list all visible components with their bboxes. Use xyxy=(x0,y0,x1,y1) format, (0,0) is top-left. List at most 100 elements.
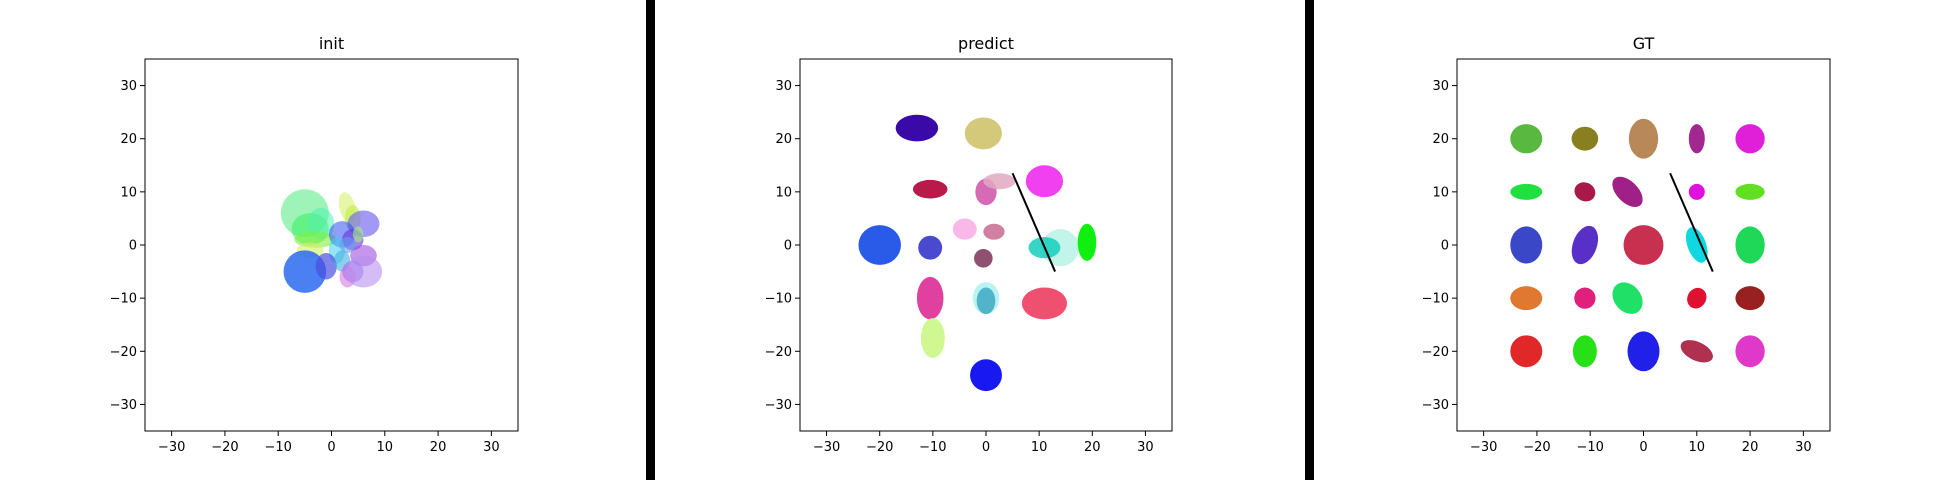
x-tick-label: 20 xyxy=(1084,440,1101,455)
y-tick-label: −10 xyxy=(1422,292,1449,307)
ellipse-mark-6 xyxy=(1574,182,1596,202)
y-tick-label: −30 xyxy=(765,398,792,413)
y-tick-label: 30 xyxy=(120,79,137,94)
y-tick-label: 0 xyxy=(1441,239,1449,254)
x-tick-label: 10 xyxy=(1031,440,1048,455)
ellipse-mark-2 xyxy=(912,179,948,199)
ellipse-mark-8 xyxy=(952,218,977,240)
chart-title: GT xyxy=(1633,34,1655,53)
ellipse-mark-14 xyxy=(1735,226,1765,264)
y-tick-label: 0 xyxy=(129,239,137,254)
y-tick-label: 10 xyxy=(775,185,792,200)
marks-group xyxy=(280,189,383,293)
panel-gt: −30 −20 −10 0 10 20 30 −30 −20 −10 0 10 20 30 GT xyxy=(1422,34,1831,455)
line-segment xyxy=(1011,172,1057,272)
x-tick-label: 0 xyxy=(982,440,990,455)
ellipse-mark-18 xyxy=(1687,287,1707,309)
ellipse-mark-13 xyxy=(315,252,337,280)
ellipse-mark-5 xyxy=(1025,165,1064,198)
x-tick-label: −30 xyxy=(813,440,840,455)
ellipse-mark-0 xyxy=(895,114,939,142)
ellipse-mark-3 xyxy=(1688,124,1705,154)
x-tick-label: −10 xyxy=(264,440,291,455)
x-tick-label: 10 xyxy=(377,440,394,455)
y-tick-label: −20 xyxy=(765,345,792,360)
y-tick-label: 20 xyxy=(120,132,137,147)
ellipse-mark-10 xyxy=(974,248,993,268)
y-tick-label: 10 xyxy=(120,185,137,200)
x-tick-label: −20 xyxy=(1523,440,1550,455)
panel-init: −30 −20 −10 0 10 20 30 −30 −20 −10 0 10 20 30 init xyxy=(110,34,519,455)
ellipse-mark-20 xyxy=(1510,335,1543,368)
y-tick-label: −10 xyxy=(110,292,137,307)
ellipse-mark-7 xyxy=(918,235,943,260)
y-tick-label: 10 xyxy=(1432,185,1449,200)
ellipse-mark-4 xyxy=(983,173,1016,190)
ellipse-mark-18 xyxy=(339,237,356,253)
ellipse-mark-9 xyxy=(983,223,1005,240)
x-tick-label: 0 xyxy=(1639,440,1647,455)
marks-group xyxy=(1510,118,1765,372)
ellipse-mark-9 xyxy=(1735,183,1765,200)
ellipse-mark-4 xyxy=(1735,124,1765,154)
ellipse-mark-16 xyxy=(1574,287,1596,309)
panel-predict: −30 −20 −10 0 10 20 30 −30 −20 −10 0 10 20 30 predict xyxy=(765,34,1173,455)
x-tick-label: 20 xyxy=(1742,440,1759,455)
ellipse-mark-13 xyxy=(1685,227,1708,263)
x-tick-label: −20 xyxy=(866,440,893,455)
y-tick-label: 20 xyxy=(1432,132,1449,147)
line-segment xyxy=(1669,172,1714,272)
chart-title: init xyxy=(319,34,344,53)
x-tick-label: 0 xyxy=(327,440,335,455)
ellipse-mark-21 xyxy=(1572,335,1597,368)
ellipse-mark-17 xyxy=(344,255,383,288)
x-tick-label: 20 xyxy=(430,440,447,455)
x-tick-label: 30 xyxy=(483,440,500,455)
ellipse-mark-19 xyxy=(970,359,1002,392)
x-tick-label: −30 xyxy=(158,440,185,455)
ellipse-mark-1 xyxy=(964,117,1002,150)
panel-divider-right xyxy=(1305,0,1314,480)
y-tick-label: 0 xyxy=(784,239,792,254)
x-tick-label: −30 xyxy=(1470,440,1497,455)
ellipse-mark-8 xyxy=(1688,183,1705,200)
ellipse-mark-18 xyxy=(920,318,945,358)
y-tick-label: −10 xyxy=(765,292,792,307)
ellipse-mark-1 xyxy=(1571,126,1599,151)
ellipse-mark-4 xyxy=(307,207,335,240)
chart-title: predict xyxy=(958,34,1014,53)
ellipse-mark-23 xyxy=(1680,340,1713,363)
y-tick-label: −20 xyxy=(1422,345,1449,360)
ellipse-mark-14 xyxy=(916,276,944,320)
ellipse-mark-11 xyxy=(1571,225,1599,265)
y-tick-label: −30 xyxy=(110,398,137,413)
ellipse-mark-13 xyxy=(1077,223,1097,261)
ellipse-mark-19 xyxy=(352,226,364,243)
ellipse-mark-17 xyxy=(1021,287,1068,320)
ellipse-mark-24 xyxy=(1735,335,1765,368)
y-tick-label: −30 xyxy=(1422,398,1449,413)
ellipse-mark-5 xyxy=(1510,183,1543,200)
y-tick-label: −20 xyxy=(110,345,137,360)
x-tick-label: −10 xyxy=(919,440,946,455)
ellipse-mark-7 xyxy=(1612,176,1643,208)
ellipse-mark-0 xyxy=(1510,124,1543,154)
ellipse-mark-12 xyxy=(1623,225,1664,265)
ellipse-mark-6 xyxy=(858,225,901,265)
ellipse-mark-16 xyxy=(976,287,996,315)
ellipse-mark-17 xyxy=(1612,282,1643,314)
ellipse-mark-10 xyxy=(1510,226,1543,264)
y-tick-label: 20 xyxy=(775,132,792,147)
x-tick-label: 10 xyxy=(1689,440,1706,455)
x-tick-label: −10 xyxy=(1576,440,1603,455)
x-tick-label: 30 xyxy=(1795,440,1812,455)
ellipse-mark-15 xyxy=(1510,286,1543,311)
y-tick-label: 30 xyxy=(775,79,792,94)
panel-divider-left xyxy=(646,0,655,480)
ellipse-mark-19 xyxy=(1735,286,1765,311)
y-tick-label: 30 xyxy=(1432,79,1449,94)
ellipse-mark-22 xyxy=(1627,331,1660,372)
ellipse-mark-12 xyxy=(283,250,327,293)
ellipse-mark-2 xyxy=(1628,118,1659,159)
